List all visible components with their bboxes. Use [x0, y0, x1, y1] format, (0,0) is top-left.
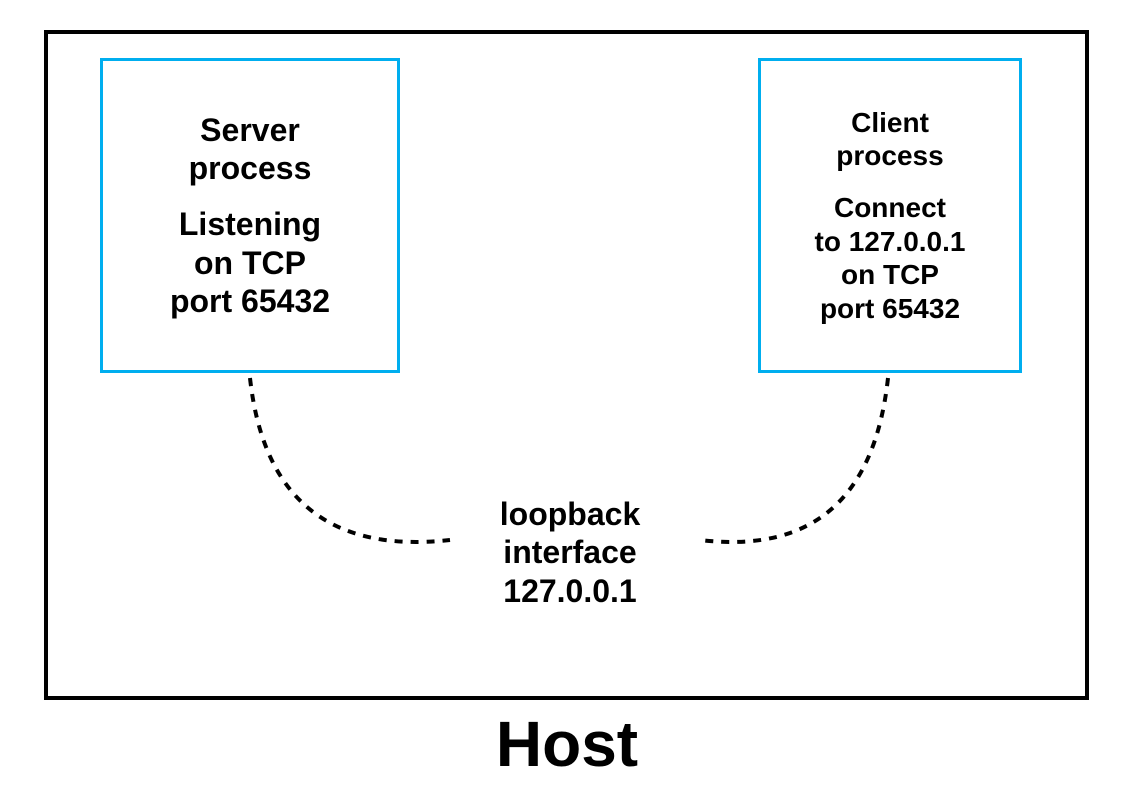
client-title: Client process: [836, 106, 943, 173]
host-label: Host: [417, 707, 717, 781]
server-desc-line3: port 65432: [170, 282, 330, 320]
loopback-label: loopback interface 127.0.0.1: [470, 495, 670, 610]
server-desc: Listening on TCP port 65432: [170, 205, 330, 320]
server-process-box: Server process Listening on TCP port 654…: [100, 58, 400, 373]
client-title-line1: Client: [836, 106, 943, 140]
loopback-line2: interface: [470, 533, 670, 571]
server-title-line2: process: [189, 149, 312, 187]
client-process-box: Client process Connect to 127.0.0.1 on T…: [758, 58, 1022, 373]
loopback-line1: loopback: [470, 495, 670, 533]
server-title: Server process: [189, 111, 312, 188]
host-label-text: Host: [496, 708, 638, 780]
client-desc: Connect to 127.0.0.1 on TCP port 65432: [815, 191, 966, 325]
server-desc-line2: on TCP: [170, 244, 330, 282]
loopback-line3: 127.0.0.1: [470, 572, 670, 610]
server-title-line1: Server: [189, 111, 312, 149]
client-title-line2: process: [836, 139, 943, 173]
client-desc-line1: Connect: [815, 191, 966, 225]
client-desc-line4: port 65432: [815, 292, 966, 326]
client-desc-line3: on TCP: [815, 258, 966, 292]
client-desc-line2: to 127.0.0.1: [815, 225, 966, 259]
server-desc-line1: Listening: [170, 205, 330, 243]
